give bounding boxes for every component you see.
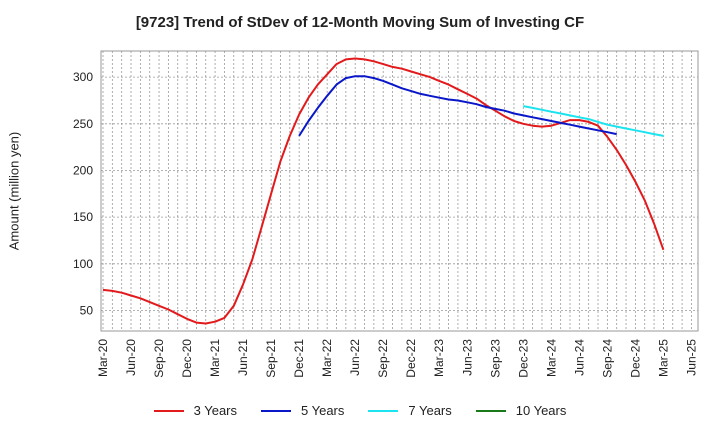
x-tick-label: Jun-24 [572, 339, 586, 376]
y-tick-label: 300 [73, 70, 93, 84]
legend-item: 7 Years [368, 403, 452, 418]
legend-swatch [153, 409, 184, 412]
x-tick-label: Sep-23 [488, 339, 502, 378]
legend-label: 5 Years [301, 403, 345, 418]
x-tick-label: Sep-20 [152, 339, 166, 378]
x-tick-label: Jun-25 [684, 339, 698, 376]
legend-swatch [261, 409, 291, 412]
x-tick-label: Mar-21 [208, 339, 222, 377]
legend-swatch [368, 409, 399, 412]
legend-label: 3 Years [193, 403, 237, 418]
legend: 3 Years 5 Years 7 Years 10 Years [0, 403, 720, 418]
x-tick-label: Dec-20 [180, 339, 194, 378]
legend-label: 7 Years [408, 403, 452, 418]
y-tick-label: 250 [73, 117, 93, 131]
x-tick-label: Dec-23 [516, 339, 530, 378]
x-tick-label: Sep-22 [376, 339, 390, 378]
chart-title: [9723] Trend of StDev of 12-Month Moving… [135, 14, 585, 31]
x-tick-label: Sep-24 [600, 339, 614, 378]
x-tick-label: Mar-22 [320, 339, 334, 377]
x-tick-label: Mar-23 [432, 339, 446, 377]
legend-item: 3 Years [153, 403, 237, 418]
y-tick-label: 200 [73, 163, 93, 177]
x-tick-label: Dec-21 [292, 339, 306, 378]
x-tick-label: Mar-20 [96, 339, 110, 377]
legend-label: 10 Years [515, 403, 567, 418]
x-tick-label: Dec-24 [628, 339, 642, 378]
x-tick-label: Mar-24 [544, 339, 558, 377]
series-line-3-years [102, 57, 665, 325]
y-tick-label: 50 [80, 303, 94, 317]
x-tick-label: Jun-21 [236, 339, 250, 376]
x-tick-label: Dec-22 [404, 339, 418, 378]
x-tick-label: Jun-23 [460, 339, 474, 376]
legend-item: 10 Years [475, 403, 567, 418]
legend-swatch [475, 409, 506, 412]
series-line-5-years [298, 75, 617, 137]
series-line-7-years [523, 105, 664, 137]
x-tick-label: Jun-20 [124, 339, 138, 376]
legend-item: 5 Years [261, 403, 344, 418]
y-tick-label: 100 [73, 257, 93, 271]
y-tick-label: 150 [73, 210, 93, 224]
x-tick-label: Jun-22 [348, 339, 362, 376]
x-tick-label: Mar-25 [656, 339, 670, 377]
plot-area [100, 50, 699, 332]
x-tick-label: Sep-21 [264, 339, 278, 378]
